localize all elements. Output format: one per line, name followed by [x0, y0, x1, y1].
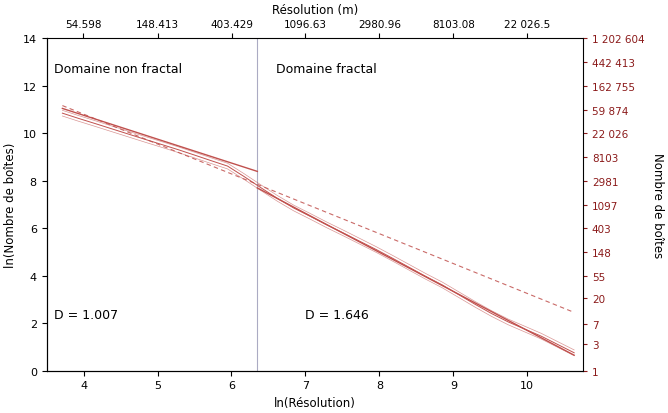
Y-axis label: ln(Nombre de boîtes): ln(Nombre de boîtes) [4, 142, 17, 268]
Y-axis label: Nombre de boîtes: Nombre de boîtes [651, 152, 664, 257]
Text: Domaine non fractal: Domaine non fractal [54, 63, 182, 76]
X-axis label: Résolution (m): Résolution (m) [271, 4, 358, 17]
Text: Domaine fractal: Domaine fractal [276, 63, 377, 76]
Text: D = 1.646: D = 1.646 [305, 309, 369, 322]
Text: D = 1.007: D = 1.007 [54, 309, 118, 322]
X-axis label: ln(Résolution): ln(Résolution) [274, 396, 355, 409]
